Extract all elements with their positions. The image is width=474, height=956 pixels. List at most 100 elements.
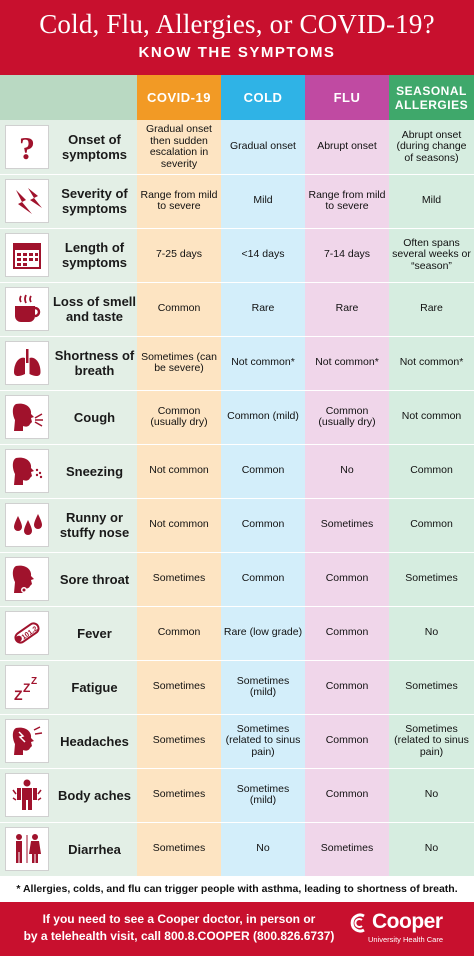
- covid-cell: Common: [137, 606, 221, 660]
- covid-cell: Sometimes: [137, 552, 221, 606]
- cold-cell: Common: [221, 444, 305, 498]
- symptom-label: Diarrhea: [68, 841, 121, 857]
- cold-cell: Sometimes (mild): [221, 660, 305, 714]
- page-subtitle: KNOW THE SYMPTOMS: [138, 44, 336, 61]
- coffee-cup-icon: [5, 287, 49, 331]
- symptom-cell: Shortness of breath: [0, 336, 137, 390]
- footnote: * Allergies, colds, and flu can trigger …: [0, 876, 474, 902]
- table-row: Cough Common (usually dry) Common (mild) Co…: [0, 390, 474, 444]
- flu-cell: Common: [305, 714, 389, 768]
- symptom-cell: Loss of smell and taste: [0, 282, 137, 336]
- symptom-cell: Headaches: [0, 714, 137, 768]
- table-row: Diarrhea Sometimes No Sometimes No: [0, 822, 474, 876]
- symptom-label: Sneezing: [65, 463, 124, 479]
- cold-cell: Gradual onset: [221, 120, 305, 174]
- flu-cell: Common: [305, 660, 389, 714]
- column-header-covid: COVID-19: [137, 75, 221, 120]
- cold-cell: Sometimes (related to sinus pain): [221, 714, 305, 768]
- row-divider: [0, 336, 474, 337]
- allergies-cell: Common: [389, 498, 474, 552]
- symptom-cell: Sneezing: [0, 444, 137, 498]
- table-row: Body aches Sometimes Sometimes (mild) Commo…: [0, 768, 474, 822]
- flu-cell: Common: [305, 552, 389, 606]
- allergies-cell: No: [389, 768, 474, 822]
- symptom-label: Body aches: [58, 787, 131, 803]
- flu-cell: Common (usually dry): [305, 390, 389, 444]
- calendar-icon: [5, 233, 49, 277]
- covid-cell: Not common: [137, 444, 221, 498]
- droplets-icon: [5, 503, 49, 547]
- covid-cell: Sometimes (can be severe): [137, 336, 221, 390]
- sore-throat-icon: [5, 557, 49, 601]
- flu-cell: No: [305, 444, 389, 498]
- table-row: Z Z Z Fatigue Sometimes Sometimes (mild) Commo…: [0, 660, 474, 714]
- table-row: Headaches Sometimes Sometimes (related to …: [0, 714, 474, 768]
- cold-cell: Not common*: [221, 336, 305, 390]
- covid-cell: Common: [137, 282, 221, 336]
- symptom-cell: Runny or stuffy nose: [0, 498, 137, 552]
- covid-cell: Common (usually dry): [137, 390, 221, 444]
- flu-cell: Sometimes: [305, 822, 389, 876]
- table-row: 101.2 Fever Common Rare (low grade) Common No: [0, 606, 474, 660]
- row-divider: [0, 660, 474, 661]
- flu-cell: Abrupt onset: [305, 120, 389, 174]
- covid-cell: Not common: [137, 498, 221, 552]
- cold-cell: Common: [221, 552, 305, 606]
- covid-cell: 7-25 days: [137, 228, 221, 282]
- row-divider: [0, 822, 474, 823]
- allergies-cell: Sometimes: [389, 660, 474, 714]
- svg-text:Z: Z: [31, 676, 37, 687]
- logo-subtitle: University Health Care: [368, 935, 444, 944]
- table-row: ? Onset of symptoms Gradual onset then sud…: [0, 120, 474, 174]
- cold-cell: Sometimes (mild): [221, 768, 305, 822]
- table-row: Severity of symptoms Range from mild to s…: [0, 174, 474, 228]
- lightning-bolt-icon: [5, 179, 49, 223]
- cough-head-icon: [5, 395, 49, 439]
- symptom-label: Onset of symptoms: [61, 132, 128, 162]
- covid-cell: Sometimes: [137, 714, 221, 768]
- flu-cell: Common: [305, 606, 389, 660]
- covid-cell: Gradual onset then sudden escalation in …: [137, 120, 221, 174]
- lungs-icon: [5, 341, 49, 385]
- allergies-cell: Abrupt onset (during change of seasons): [389, 120, 474, 174]
- symptom-cell: Severity of symptoms: [0, 174, 137, 228]
- allergies-cell: Not common*: [389, 336, 474, 390]
- cold-cell: Common: [221, 498, 305, 552]
- row-divider: [0, 714, 474, 715]
- column-header-blank: [0, 75, 137, 120]
- headache-icon: [5, 719, 49, 763]
- symptom-label: Sore throat: [59, 571, 130, 587]
- footer-banner: If you need to see a Cooper doctor, in p…: [0, 902, 474, 956]
- symptom-cell: ? Onset of symptoms: [0, 120, 137, 174]
- column-header-allergies: SEASONAL ALLERGIES: [389, 75, 474, 120]
- symptom-label: Cough: [73, 409, 116, 425]
- footer-line-1: If you need to see a Cooper doctor, in p…: [42, 912, 316, 926]
- flu-cell: Not common*: [305, 336, 389, 390]
- allergies-cell: No: [389, 606, 474, 660]
- row-divider: [0, 444, 474, 445]
- symptom-cell: Cough: [0, 390, 137, 444]
- allergies-cell: Common: [389, 444, 474, 498]
- body-aches-icon: [5, 773, 49, 817]
- svg-text:?: ?: [19, 130, 35, 164]
- cold-cell: Rare (low grade): [221, 606, 305, 660]
- cold-cell: <14 days: [221, 228, 305, 282]
- row-divider: [0, 390, 474, 391]
- symptom-label: Length of symptoms: [61, 240, 128, 270]
- logo-name: Cooper: [372, 910, 443, 933]
- symptom-label: Headaches: [60, 733, 129, 749]
- table-row: Sneezing Not common Common No Common: [0, 444, 474, 498]
- footer-call-to-action: If you need to see a Cooper doctor, in p…: [14, 911, 344, 945]
- table-row: Length of symptoms 7-25 days <14 days 7-14 …: [0, 228, 474, 282]
- symptom-label: Severity of symptoms: [61, 186, 128, 216]
- question-mark-icon: ?: [5, 125, 49, 169]
- table-row: Loss of smell and taste Common Rare Rare Rar…: [0, 282, 474, 336]
- svg-text:Z: Z: [23, 681, 30, 695]
- footer-line-2: by a telehealth visit, call 800.8.COOPER…: [23, 929, 335, 943]
- page-title: Cold, Flu, Allergies, or COVID-19?: [39, 9, 435, 39]
- allergies-cell: No: [389, 822, 474, 876]
- cold-cell: Mild: [221, 174, 305, 228]
- row-divider: [0, 606, 474, 607]
- allergies-cell: Often spans several weeks or “season”: [389, 228, 474, 282]
